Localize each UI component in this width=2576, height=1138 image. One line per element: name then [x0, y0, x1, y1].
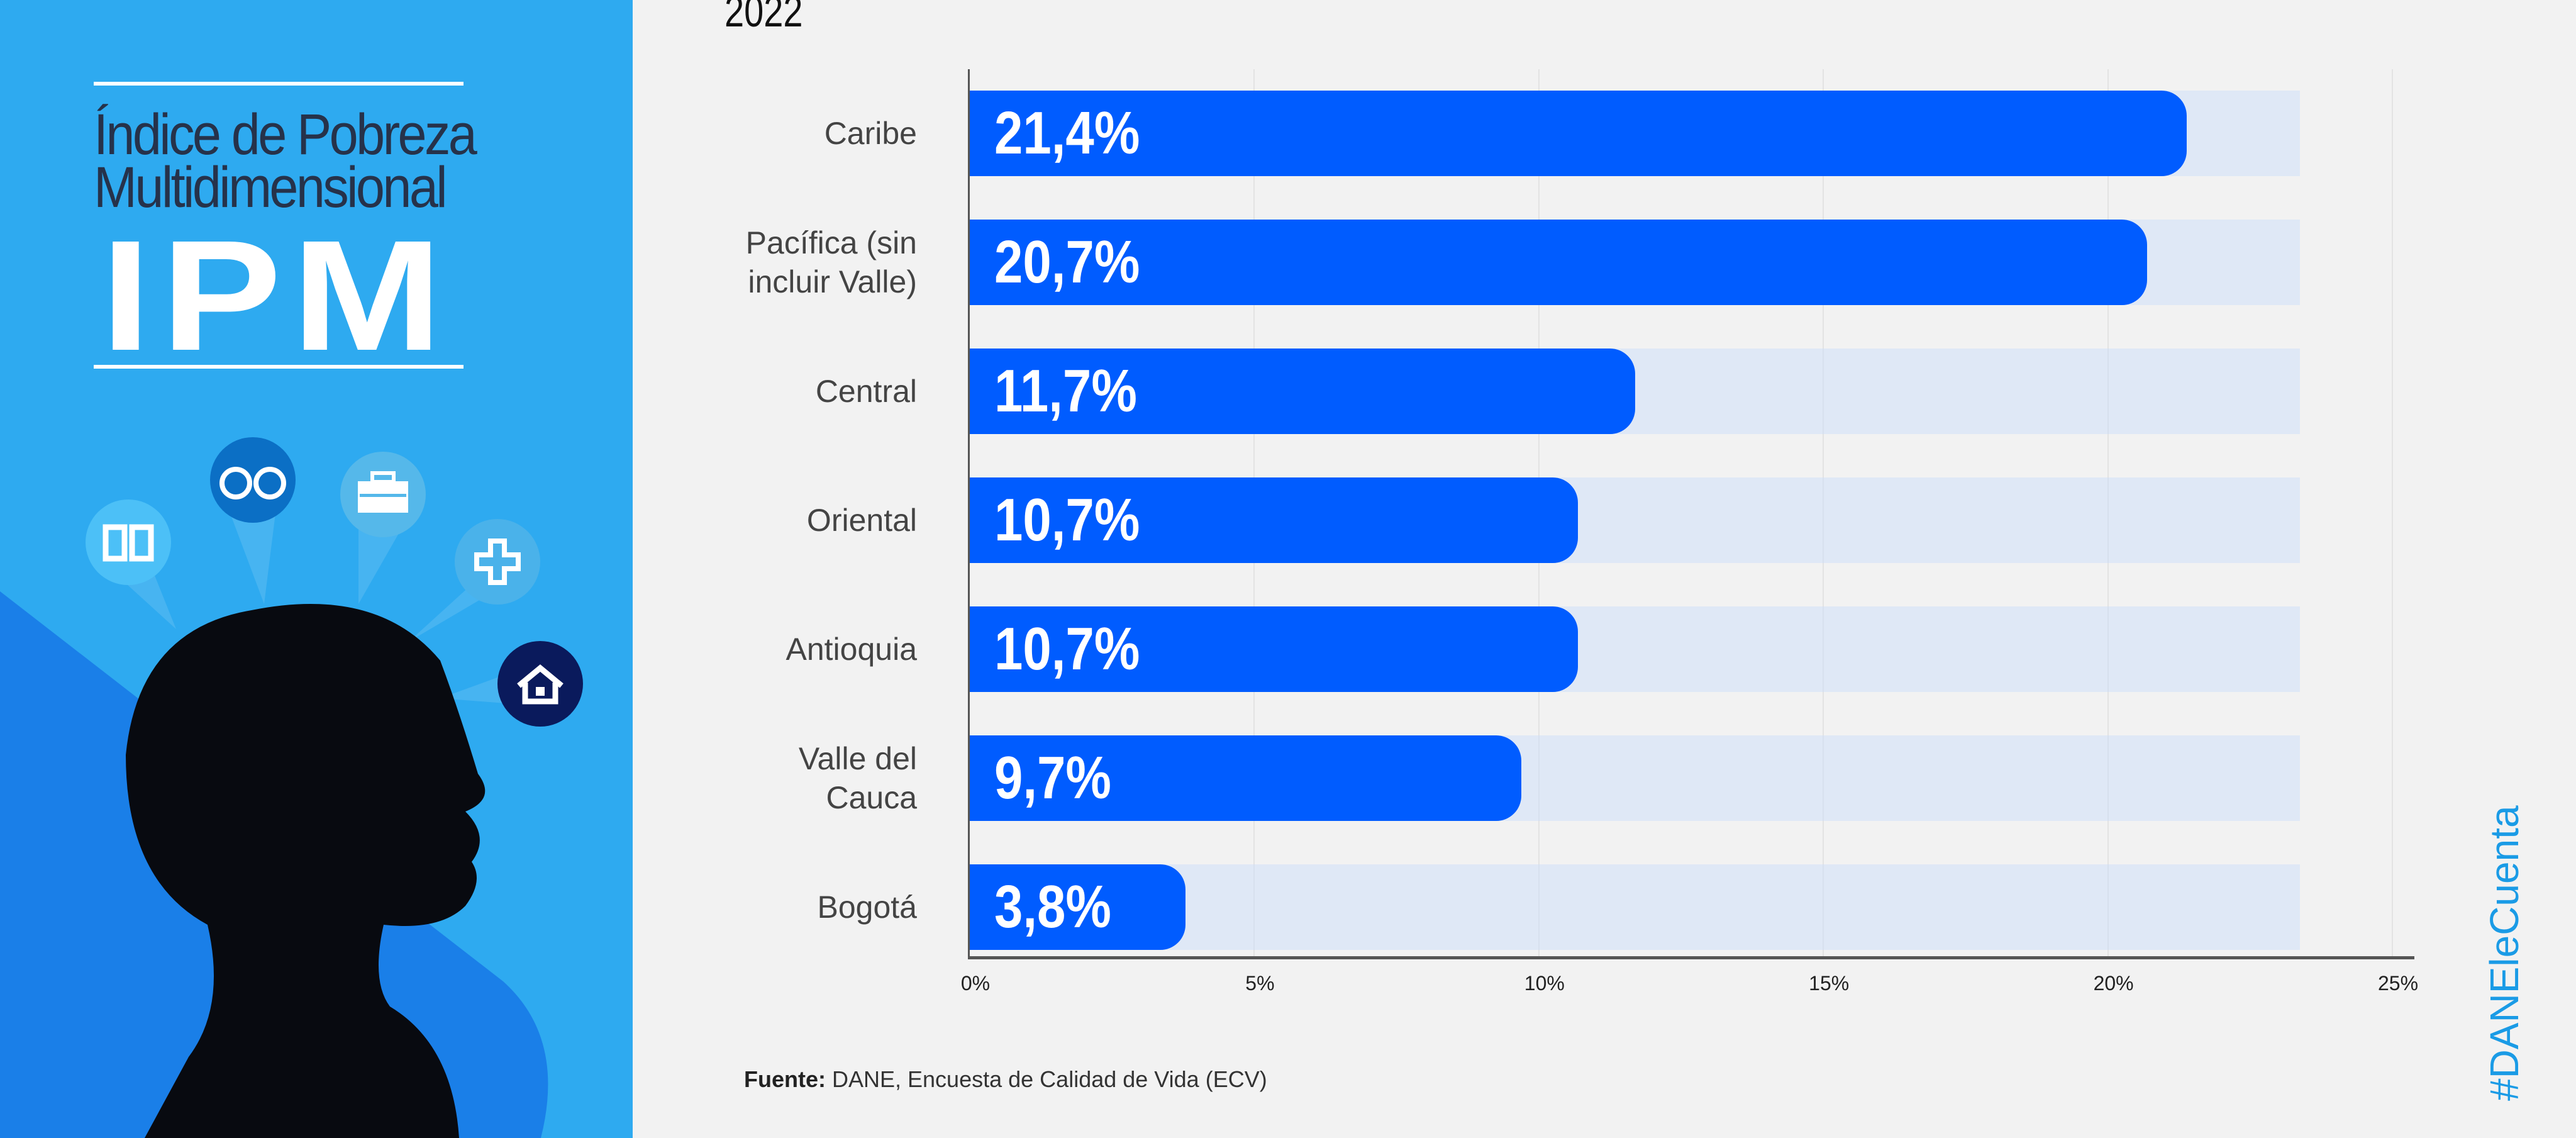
- category-label-line: Oriental: [806, 503, 917, 538]
- category-label-line: Cauca: [826, 780, 917, 815]
- source-label: Fuente:: [744, 1066, 826, 1092]
- data-label: 10,7%: [994, 486, 1140, 554]
- category-label: Bogotá: [602, 888, 917, 927]
- category-label: Oriental: [602, 501, 917, 540]
- hashtag: #DANEleCuenta: [2482, 805, 2527, 1101]
- house-icon: [497, 641, 583, 727]
- x-tick-label: 10%: [1524, 972, 1565, 995]
- data-label: 10,7%: [994, 615, 1140, 683]
- x-tick-label: 5%: [1245, 972, 1275, 995]
- x-tick-label: 15%: [1809, 972, 1850, 995]
- bar: [969, 735, 1521, 821]
- x-tick-label: 0%: [960, 972, 991, 995]
- briefcase-icon: [340, 452, 426, 537]
- left-panel: Índice de Pobreza Multidimensional IPM: [0, 0, 633, 1138]
- silhouette-illustration: [0, 503, 548, 1138]
- title-line-1: Índice de Pobreza: [94, 103, 477, 167]
- bar: [969, 349, 1635, 434]
- x-tick-label: 20%: [2093, 972, 2134, 995]
- bar: [969, 606, 1579, 692]
- category-label-line: Antioquia: [786, 632, 918, 667]
- category-label: Pacífica (sin incluir Valle): [602, 223, 917, 301]
- source-text: DANE, Encuesta de Calidad de Vida (ECV): [826, 1066, 1267, 1092]
- data-label: 11,7%: [994, 357, 1137, 425]
- book-icon: [86, 499, 171, 585]
- category-label: Antioquia: [602, 630, 918, 669]
- category-label-line: Pacífica (sin: [745, 225, 917, 260]
- category-label-line: Bogotá: [817, 890, 917, 925]
- acronym-title: IPM: [101, 208, 453, 383]
- title-line-2: Multidimensional: [94, 155, 448, 220]
- category-label-line: Central: [815, 374, 917, 409]
- data-label: 20,7%: [994, 228, 1140, 296]
- chart-title: 2022: [724, 0, 803, 36]
- bar: [969, 864, 1185, 950]
- bar: [969, 91, 2187, 176]
- category-label: Central: [602, 372, 917, 411]
- health-plus-icon: [455, 519, 540, 605]
- gridline: [1823, 69, 1824, 958]
- data-label: 21,4%: [994, 99, 1140, 167]
- category-label-line: Valle del: [798, 741, 917, 776]
- x-axis: [968, 956, 2414, 959]
- bar-track: [969, 864, 2300, 950]
- gridline: [2107, 69, 2109, 958]
- data-label: 3,8%: [994, 873, 1111, 940]
- gridline: [2392, 69, 2393, 958]
- y-axis: [968, 69, 970, 959]
- x-tick-label: 25%: [2377, 972, 2419, 995]
- category-label-line: incluir Valle): [748, 264, 917, 299]
- category-label-line: Caribe: [824, 116, 917, 151]
- category-label: Caribe: [602, 114, 917, 153]
- bar: [969, 477, 1579, 563]
- divider: [94, 365, 464, 369]
- category-label: Valle del Cauca: [602, 739, 917, 817]
- bar: [969, 220, 2147, 305]
- dimension-icons: [86, 437, 583, 727]
- divider: [94, 82, 464, 86]
- data-label: 9,7%: [994, 744, 1111, 812]
- glasses-icon: [210, 437, 296, 523]
- source-note: Fuente: DANE, Encuesta de Calidad de Vid…: [744, 1066, 1267, 1093]
